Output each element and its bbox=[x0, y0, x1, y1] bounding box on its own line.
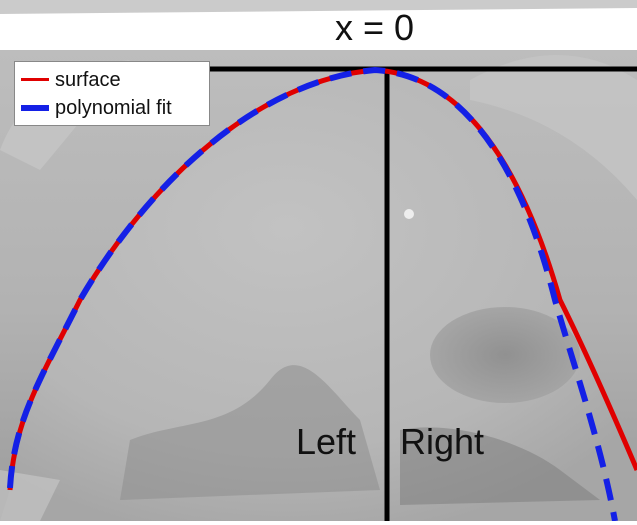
legend-item-fit: polynomial fit bbox=[15, 96, 209, 120]
cavity-right bbox=[430, 307, 580, 403]
legend-label-surface: surface bbox=[55, 68, 121, 92]
x-zero-label: x = 0 bbox=[335, 6, 445, 50]
right-region-label: Right bbox=[400, 420, 484, 464]
left-region-label: Left bbox=[296, 420, 356, 464]
surface-speck bbox=[404, 209, 414, 219]
legend-swatch-surface bbox=[21, 78, 49, 81]
legend: surface polynomial fit bbox=[14, 61, 210, 126]
legend-swatch-fit bbox=[21, 105, 49, 111]
legend-item-surface: surface bbox=[15, 68, 209, 92]
legend-label-fit: polynomial fit bbox=[55, 96, 172, 120]
